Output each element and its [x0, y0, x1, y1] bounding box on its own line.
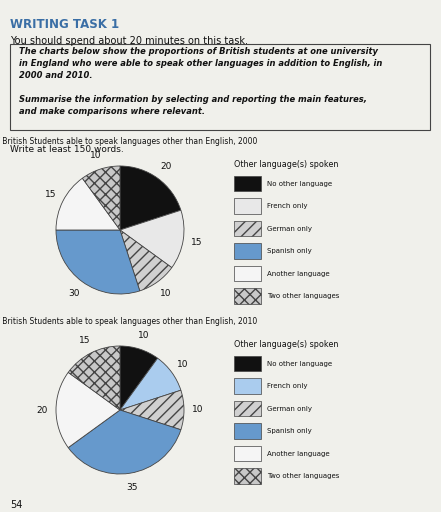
Text: 20: 20 — [36, 406, 48, 415]
Text: WRITING TASK 1: WRITING TASK 1 — [10, 18, 119, 31]
Text: 10: 10 — [90, 151, 101, 160]
Text: German only: German only — [267, 406, 312, 412]
Wedge shape — [120, 230, 172, 291]
Wedge shape — [68, 410, 181, 474]
Wedge shape — [120, 166, 181, 230]
Text: French only: French only — [267, 383, 307, 389]
Text: Other language(s) spoken: Other language(s) spoken — [234, 160, 339, 168]
FancyBboxPatch shape — [234, 176, 261, 191]
Text: Spanish only: Spanish only — [267, 248, 312, 254]
Text: Write at least 150 words.: Write at least 150 words. — [10, 145, 124, 154]
Text: 20: 20 — [160, 162, 172, 172]
Text: 30: 30 — [68, 289, 80, 297]
FancyBboxPatch shape — [234, 198, 261, 214]
Text: 10: 10 — [160, 289, 172, 297]
Text: 15: 15 — [45, 190, 56, 199]
Text: Spanish only: Spanish only — [267, 428, 312, 434]
Wedge shape — [120, 346, 157, 410]
Text: 15: 15 — [191, 238, 203, 247]
Text: 35: 35 — [127, 483, 138, 492]
Text: 15: 15 — [79, 336, 90, 345]
Text: 10: 10 — [177, 359, 189, 369]
Wedge shape — [120, 210, 184, 268]
Text: Two other languages: Two other languages — [267, 293, 339, 299]
Wedge shape — [82, 166, 120, 230]
FancyBboxPatch shape — [234, 468, 261, 484]
FancyBboxPatch shape — [10, 44, 430, 130]
Wedge shape — [56, 178, 120, 230]
Text: Two other languages: Two other languages — [267, 473, 339, 479]
FancyBboxPatch shape — [234, 446, 261, 461]
FancyBboxPatch shape — [234, 423, 261, 439]
Wedge shape — [56, 230, 140, 294]
Wedge shape — [120, 358, 181, 410]
Text: The charts below show the proportions of British students at one university
in E: The charts below show the proportions of… — [19, 47, 382, 116]
Wedge shape — [68, 346, 120, 410]
FancyBboxPatch shape — [234, 378, 261, 394]
Title: % of British Students able to speak languages other than English, 2010: % of British Students able to speak lang… — [0, 317, 257, 327]
Text: Other language(s) spoken: Other language(s) spoken — [234, 339, 339, 349]
Text: 10: 10 — [138, 331, 150, 340]
Text: German only: German only — [267, 226, 312, 231]
Text: Another language: Another language — [267, 270, 329, 276]
FancyBboxPatch shape — [234, 266, 261, 281]
Text: French only: French only — [267, 203, 307, 209]
FancyBboxPatch shape — [234, 243, 261, 259]
Text: You should spend about 20 minutes on this task.: You should spend about 20 minutes on thi… — [10, 36, 248, 46]
FancyBboxPatch shape — [234, 356, 261, 371]
Wedge shape — [120, 390, 184, 430]
Text: 54: 54 — [10, 500, 22, 510]
FancyBboxPatch shape — [234, 221, 261, 237]
Text: 10: 10 — [192, 406, 204, 415]
Title: % of British Students able to speak languages other than English, 2000: % of British Students able to speak lang… — [0, 137, 257, 146]
Wedge shape — [56, 372, 120, 447]
FancyBboxPatch shape — [234, 401, 261, 416]
Text: No other language: No other language — [267, 360, 332, 367]
FancyBboxPatch shape — [234, 288, 261, 304]
Text: Another language: Another language — [267, 451, 329, 457]
Text: No other language: No other language — [267, 181, 332, 187]
